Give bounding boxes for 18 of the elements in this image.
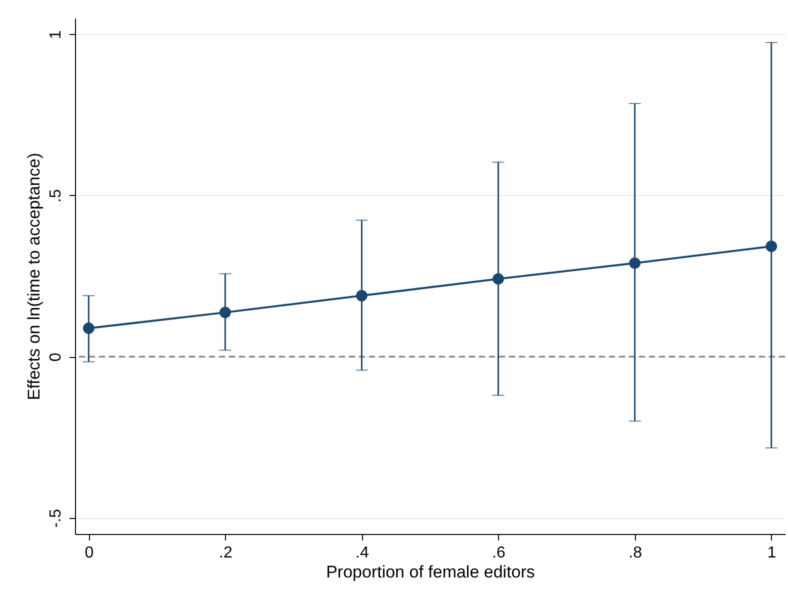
x-tick-label: .4	[356, 544, 370, 562]
x-tick-label: 0	[84, 544, 94, 562]
y-tick-label: .5	[48, 189, 64, 203]
point	[219, 306, 231, 318]
x-tick-label: .2	[219, 544, 232, 562]
y-axis-title: Effects on ln(time to acceptance)	[24, 152, 44, 400]
point	[629, 257, 641, 269]
y-tick-label: -.5	[48, 508, 64, 528]
x-axis-title: Proportion of female editors	[326, 562, 535, 582]
point	[492, 273, 504, 285]
point	[82, 322, 94, 334]
x-tick-label: 1	[767, 544, 776, 562]
point	[356, 290, 368, 302]
y-tick-label: 0	[48, 352, 64, 362]
point	[766, 240, 778, 252]
y-tick-label: 1	[48, 30, 64, 40]
x-tick-label: .8	[628, 544, 642, 562]
x-tick-label: .6	[492, 544, 506, 562]
